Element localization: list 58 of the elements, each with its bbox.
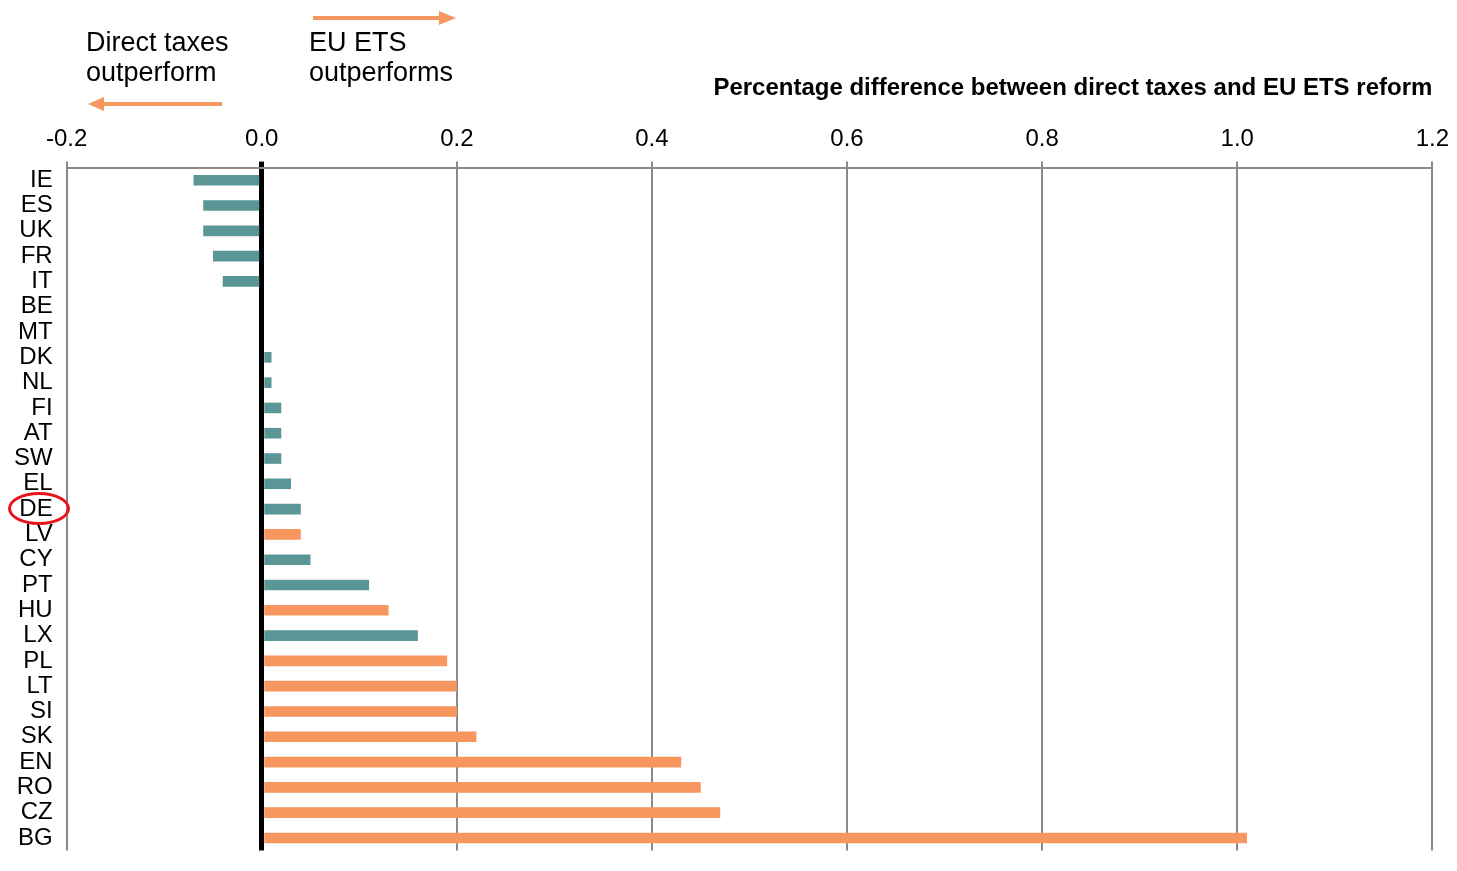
bar [264, 503, 301, 515]
bar [264, 782, 701, 793]
x-axis-title: Percentage difference between direct taxes and EU ETS reform [713, 73, 1433, 101]
bar [264, 453, 282, 464]
y-tick-label: RO [16, 771, 53, 799]
y-tick-label: LV [25, 519, 53, 547]
y-tick-label: LX [23, 620, 53, 648]
x-tick-label: 0.2 [440, 123, 474, 151]
x-tick-label: 1.2 [1415, 123, 1450, 151]
text: EU ETS outperforms [309, 27, 455, 87]
y-tick-label: BG [17, 822, 53, 850]
y-tick-label: FR [20, 240, 53, 268]
bar [264, 756, 682, 768]
bar [264, 680, 457, 692]
x-tick-label: 0.4 [635, 123, 669, 151]
bar [264, 352, 272, 363]
y-tick-label: IT [31, 266, 53, 294]
y-tick-label: LT [26, 670, 53, 698]
x-tick-label: 0.8 [1025, 123, 1059, 151]
bar [264, 832, 1247, 844]
y-tick-label: CY [19, 544, 53, 572]
bar [264, 478, 292, 490]
y-tick-label: DK [19, 341, 53, 369]
y-tick-label: ES [20, 190, 53, 218]
y-tick-label: SK [20, 721, 53, 749]
y-tick-label: AT [23, 417, 53, 445]
bar [264, 579, 370, 591]
y-tick-label: NL [21, 367, 53, 395]
x-tick-label: 1.0 [1220, 123, 1254, 151]
x-tick-label: 0.6 [830, 123, 864, 151]
bar [264, 706, 457, 717]
x-tick-label: -0.2 [45, 123, 88, 151]
bar [264, 377, 272, 388]
bar [264, 731, 477, 743]
bar [264, 529, 301, 540]
y-tick-label: EN [19, 746, 53, 774]
bar [264, 655, 448, 667]
bar [264, 554, 311, 566]
y-tick-label: UK [19, 215, 53, 243]
y-tick-label: CZ [20, 797, 53, 825]
text: Direct taxes outperform [86, 27, 230, 87]
y-tick-label: FI [31, 392, 53, 420]
bar [264, 604, 389, 616]
x-tick-label: 0.0 [245, 123, 279, 151]
y-tick-label: PL [23, 645, 53, 673]
y-tick-label: IE [29, 164, 53, 192]
y-tick-label: SI [29, 696, 53, 724]
y-tick-label: EL [23, 468, 53, 496]
bar [264, 427, 282, 439]
y-tick-label: HU [17, 594, 53, 622]
y-tick-label: DE [19, 493, 53, 521]
y-tick-label: PT [21, 569, 53, 597]
y-tick-label: BE [20, 291, 53, 319]
y-tick-label: MT [18, 316, 53, 344]
bar [264, 807, 721, 818]
bar [264, 630, 418, 641]
bar [264, 402, 282, 414]
y-tick-label: SW [13, 443, 53, 471]
